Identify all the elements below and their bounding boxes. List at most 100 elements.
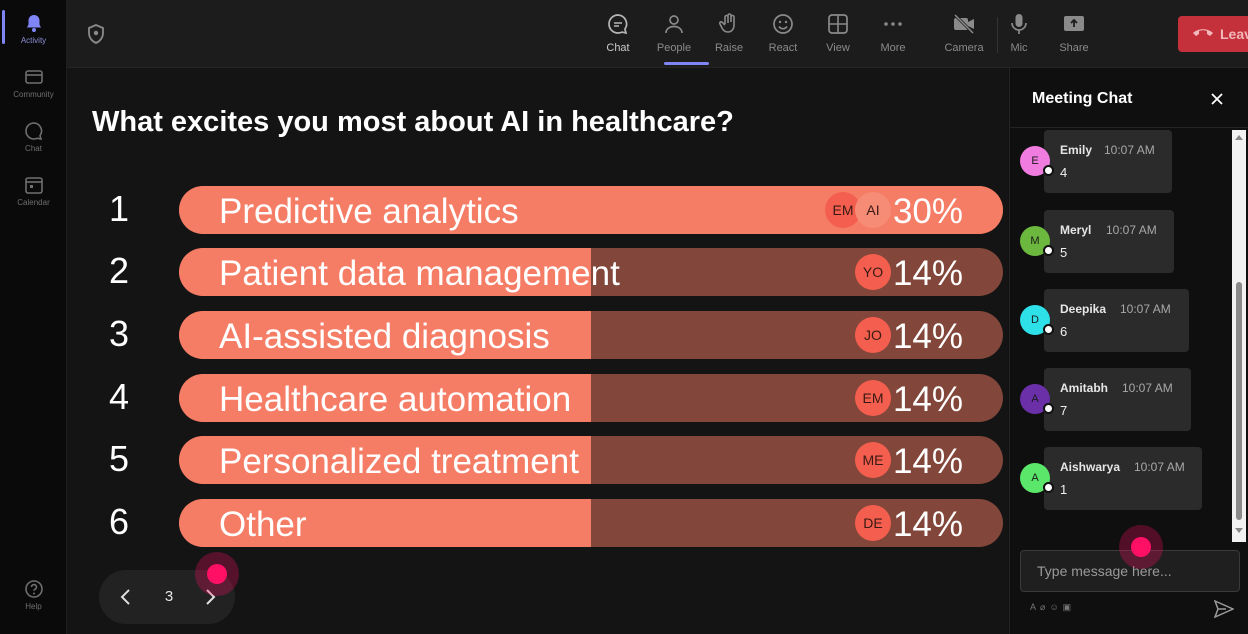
phone-hangup-icon	[1193, 29, 1213, 36]
option-number: 5	[108, 438, 130, 479]
option-fill	[179, 499, 591, 547]
rail-item-label: Activity	[20, 36, 47, 45]
rail-item-calendar[interactable]: Calendar	[0, 174, 67, 207]
attach-icon[interactable]: ⌀	[1040, 602, 1046, 612]
chat-header-divider	[1010, 127, 1248, 128]
message-time: 10:07 AM	[1106, 223, 1157, 237]
chat-scrollbar[interactable]	[1232, 130, 1246, 542]
rail-item-label: Community	[13, 90, 54, 99]
voter-avatar: ME	[855, 442, 891, 478]
gif-icon[interactable]: ▣	[1062, 602, 1072, 612]
option-fill	[179, 248, 591, 296]
presence-status-icon	[1043, 324, 1054, 335]
chat-icon	[24, 122, 42, 141]
rail-item-community[interactable]: Community	[0, 66, 67, 99]
voter-avatar: JO	[855, 317, 891, 353]
poll-option-bar[interactable]: AI-assisted diagnosis JO 14%	[179, 311, 1003, 359]
toolbar-button-label: More	[880, 42, 906, 54]
option-number: 3	[108, 313, 130, 354]
people-icon	[665, 15, 683, 34]
option-percent: 30%	[892, 192, 963, 231]
poll-option-bar[interactable]: Predictive analytics EM AI 30%	[179, 186, 1003, 234]
scroll-down-arrow-icon[interactable]	[1235, 528, 1243, 534]
rail-item-help[interactable]: Help	[0, 578, 67, 611]
chat-title: Meeting Chat	[1032, 90, 1133, 107]
option-percent: 14%	[892, 254, 963, 293]
avatar: A	[1020, 463, 1050, 493]
format-toolbar: A ⌀ ☺ ▣	[1030, 602, 1075, 613]
option-fill	[179, 436, 591, 484]
toolbar-chat-button[interactable]: Chat	[596, 10, 640, 62]
message-author: Meryl	[1060, 223, 1092, 237]
toolbar-button-label: Mic	[1010, 42, 1028, 54]
voter-avatar: EM	[855, 380, 891, 416]
option-label: AI-assisted diagnosis	[219, 317, 550, 356]
share-icon	[1064, 16, 1084, 31]
toolbar-divider	[997, 17, 998, 53]
mic-icon	[1011, 14, 1027, 34]
pointer-highlight	[207, 564, 227, 584]
rail-item-label: Calendar	[17, 198, 50, 207]
raise-hand-icon	[718, 13, 735, 33]
poll-option-bar[interactable]: Personalized treatment ME 14%	[179, 436, 1003, 484]
message-text: 6	[1060, 324, 1068, 339]
chat-icon	[608, 14, 628, 35]
message-time: 10:07 AM	[1122, 381, 1173, 395]
toolbar-share-button[interactable]: Share	[1052, 10, 1096, 62]
send-icon[interactable]	[1214, 600, 1234, 618]
toolbar-button-label: Share	[1059, 42, 1089, 54]
poll-option-bar[interactable]: Patient data management YO 14%	[179, 248, 1003, 296]
presence-status-icon	[1043, 245, 1054, 256]
scrollbar-thumb[interactable]	[1236, 282, 1242, 520]
voter-avatar: DE	[855, 505, 891, 541]
option-percent: 14%	[892, 505, 963, 544]
toolbar-react-button[interactable]: React	[761, 10, 805, 62]
message-bubble: Amitabh 10:07 AM 7	[1044, 368, 1191, 431]
option-percent: 14%	[892, 317, 963, 356]
format-icon[interactable]: A	[1030, 602, 1037, 612]
rail-item-activity[interactable]: Activity	[0, 12, 67, 45]
toolbar-button-label: View	[826, 42, 850, 54]
rail-item-label: Help	[25, 602, 42, 611]
chevron-right-icon[interactable]	[203, 588, 217, 606]
toolbar-more-button[interactable]: More	[871, 10, 915, 62]
voter-avatar: EM	[825, 192, 861, 228]
scroll-up-arrow-icon[interactable]	[1235, 134, 1243, 140]
toolbar-camera-button[interactable]: Camera	[942, 10, 986, 62]
toolbar-button-label: People	[656, 42, 692, 54]
grid-icon	[828, 14, 848, 34]
chevron-left-icon[interactable]	[119, 588, 133, 606]
poll-option-bar[interactable]: Healthcare automation EM 14%	[179, 374, 1003, 422]
more-icon	[884, 22, 902, 26]
chat-message-input[interactable]	[1020, 550, 1240, 592]
presence-status-icon	[1043, 165, 1054, 176]
message-text: 7	[1060, 403, 1068, 418]
message-author: Deepika	[1060, 302, 1107, 316]
rail-item-chat[interactable]: Chat	[0, 120, 67, 153]
shield-icon[interactable]	[87, 24, 105, 44]
close-icon[interactable]	[1210, 92, 1224, 106]
toolbar-raise-button[interactable]: Raise	[707, 10, 751, 62]
message-bubble: Meryl 10:07 AM 5	[1044, 210, 1174, 273]
option-number: 4	[108, 376, 130, 417]
voter-avatar: AI	[855, 192, 891, 228]
option-label: Predictive analytics	[219, 192, 519, 231]
toolbar-mic-button[interactable]: Mic	[997, 10, 1041, 62]
message-author: Emily	[1060, 143, 1093, 157]
message-bubble: Emily 10:07 AM 4	[1044, 130, 1172, 193]
poll-option-bar[interactable]: Other DE 14%	[179, 499, 1003, 547]
community-icon	[24, 70, 43, 84]
emoji-icon[interactable]: ☺	[1049, 602, 1059, 612]
left-rail: Activity Community Chat Calendar Help	[0, 0, 67, 634]
option-number: 6	[108, 501, 130, 542]
leave-label: Leave	[1220, 26, 1248, 42]
toolbar-view-button[interactable]: View	[816, 10, 860, 62]
pointer-highlight	[1131, 537, 1151, 557]
message-text: 4	[1060, 165, 1068, 180]
toolbar-people-button[interactable]: People	[652, 10, 696, 62]
poll-stage: What excites you most about AI in health…	[67, 68, 1008, 634]
meeting-toolbar: Chat People Raise React View More Camera	[67, 0, 1248, 68]
option-percent: 14%	[892, 380, 963, 419]
leave-button[interactable]: Leave	[1178, 16, 1248, 52]
smiley-icon	[773, 14, 793, 34]
